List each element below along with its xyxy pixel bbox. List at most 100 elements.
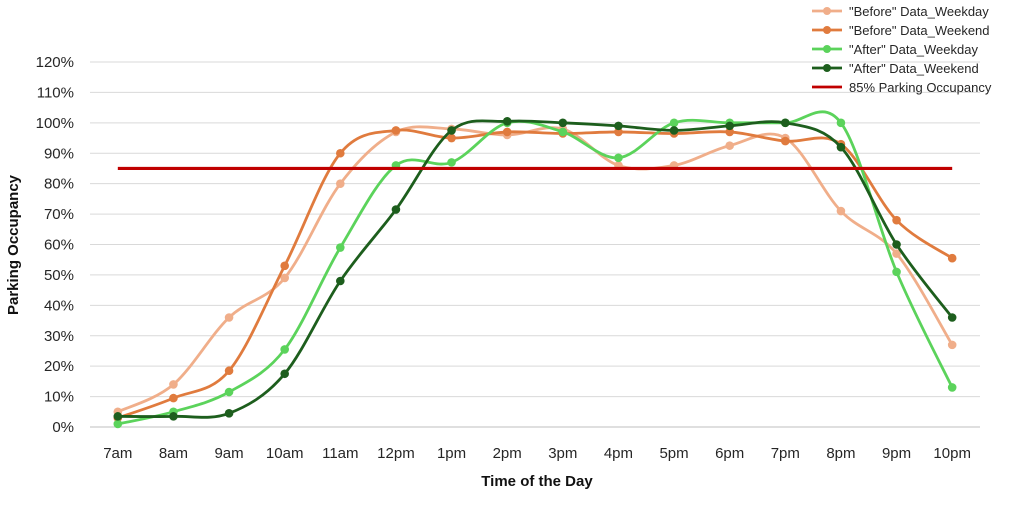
data-point [224,387,234,397]
legend-item: "After" Data_Weekday [812,42,978,57]
data-point [947,253,957,263]
y-tick-label: 30% [44,328,74,345]
legend-item: 85% Parking Occupancy [812,80,992,95]
data-point [169,412,178,421]
data-point [169,393,178,403]
x-tick-label: 7pm [771,445,800,462]
x-tick-label: 8pm [826,445,855,462]
data-point [558,118,568,128]
legend-marker [823,64,831,72]
data-point [280,261,289,271]
data-point [558,127,568,137]
y-axis-title: Parking Occupancy [5,174,22,315]
y-tick-label: 90% [44,145,74,162]
data-point [113,412,123,421]
data-point [669,118,679,128]
x-tick-label: 2pm [493,445,522,462]
data-point [336,148,345,158]
data-point [113,419,123,429]
y-tick-label: 100% [36,115,74,132]
y-tick-label: 110% [37,84,74,101]
data-point [836,118,846,128]
legend: "Before" Data_Weekday "Before" Data_Weeke… [812,4,992,95]
y-tick-label: 80% [44,176,74,193]
series-lines [113,110,957,429]
legend-item: "After" Data_Weekend [812,61,979,76]
data-point [781,136,790,146]
y-tick-label: 60% [44,237,74,254]
legend-item: "Before" Data_Weekday [812,4,989,19]
data-point [336,179,345,188]
data-point [781,118,790,128]
series-line [116,128,954,420]
data-point [447,126,456,135]
data-point [502,117,512,126]
y-axis-ticks: 0% 10% 20% 30% 40% 50% 60% 70% 80% 90% 100% 110% 120… [36,54,74,436]
legend-label: "Before" Data_Weekday [849,4,989,19]
data-point [836,142,846,152]
series-4 [113,117,957,421]
data-point [224,409,234,418]
data-point [336,276,345,286]
y-tick-label: 20% [44,358,74,375]
data-point [280,369,289,379]
legend-marker [823,7,831,15]
x-tick-label: 11am [322,445,358,462]
x-tick-label: 5pm [659,445,688,462]
x-tick-label: 12pm [377,445,415,462]
x-tick-label: 8am [159,445,188,462]
data-point [614,121,623,131]
data-point [447,158,456,167]
legend-label: 85% Parking Occupancy [849,80,992,95]
data-point [391,126,401,135]
data-point [447,133,456,143]
x-axis-ticks: 7am 8am 9am 10am 11am 12pm 1pm 2pm 3pm 4pm 5pm 6pm 7… [103,445,971,462]
series-2 [113,126,957,423]
data-point [947,313,957,322]
data-point [892,240,901,249]
legend-marker [823,26,831,34]
data-point [892,249,901,258]
y-tick-label: 120% [36,54,74,71]
legend-label: "After" Data_Weekend [849,61,979,76]
data-point [169,380,178,389]
data-point [836,206,846,216]
data-point [892,267,901,277]
data-point [947,340,957,350]
data-point [224,313,234,322]
series-line [116,110,954,426]
x-tick-label: 10pm [933,445,971,462]
x-tick-label: 1pm [437,445,466,462]
data-point [614,127,623,137]
legend-marker [823,45,831,53]
y-tick-label: 10% [44,389,74,406]
x-tick-label: 10am [266,445,304,462]
data-point [725,141,734,150]
data-point [336,243,345,252]
series-line [116,119,954,419]
y-tick-label: 70% [44,206,74,223]
legend-item: "Before" Data_Weekend [812,23,990,38]
data-point [502,127,512,137]
x-tick-label: 7am [103,445,132,462]
data-point [280,345,289,354]
data-point [947,383,957,392]
data-point [669,126,679,135]
y-tick-label: 40% [44,297,74,314]
data-point [892,215,901,225]
data-point [725,127,734,137]
x-tick-label: 3pm [548,445,577,462]
x-tick-label: 9pm [882,445,911,462]
legend-label: "After" Data_Weekday [849,42,978,57]
data-point [391,205,401,214]
data-point [725,121,734,131]
data-point [280,273,289,283]
x-tick-label: 9am [214,445,243,462]
series-3 [113,110,957,429]
series-line [116,125,954,414]
legend-label: "Before" Data_Weekend [849,23,990,38]
gridlines [90,61,980,428]
x-axis-title: Time of the Day [481,473,593,490]
x-tick-label: 4pm [604,445,633,462]
